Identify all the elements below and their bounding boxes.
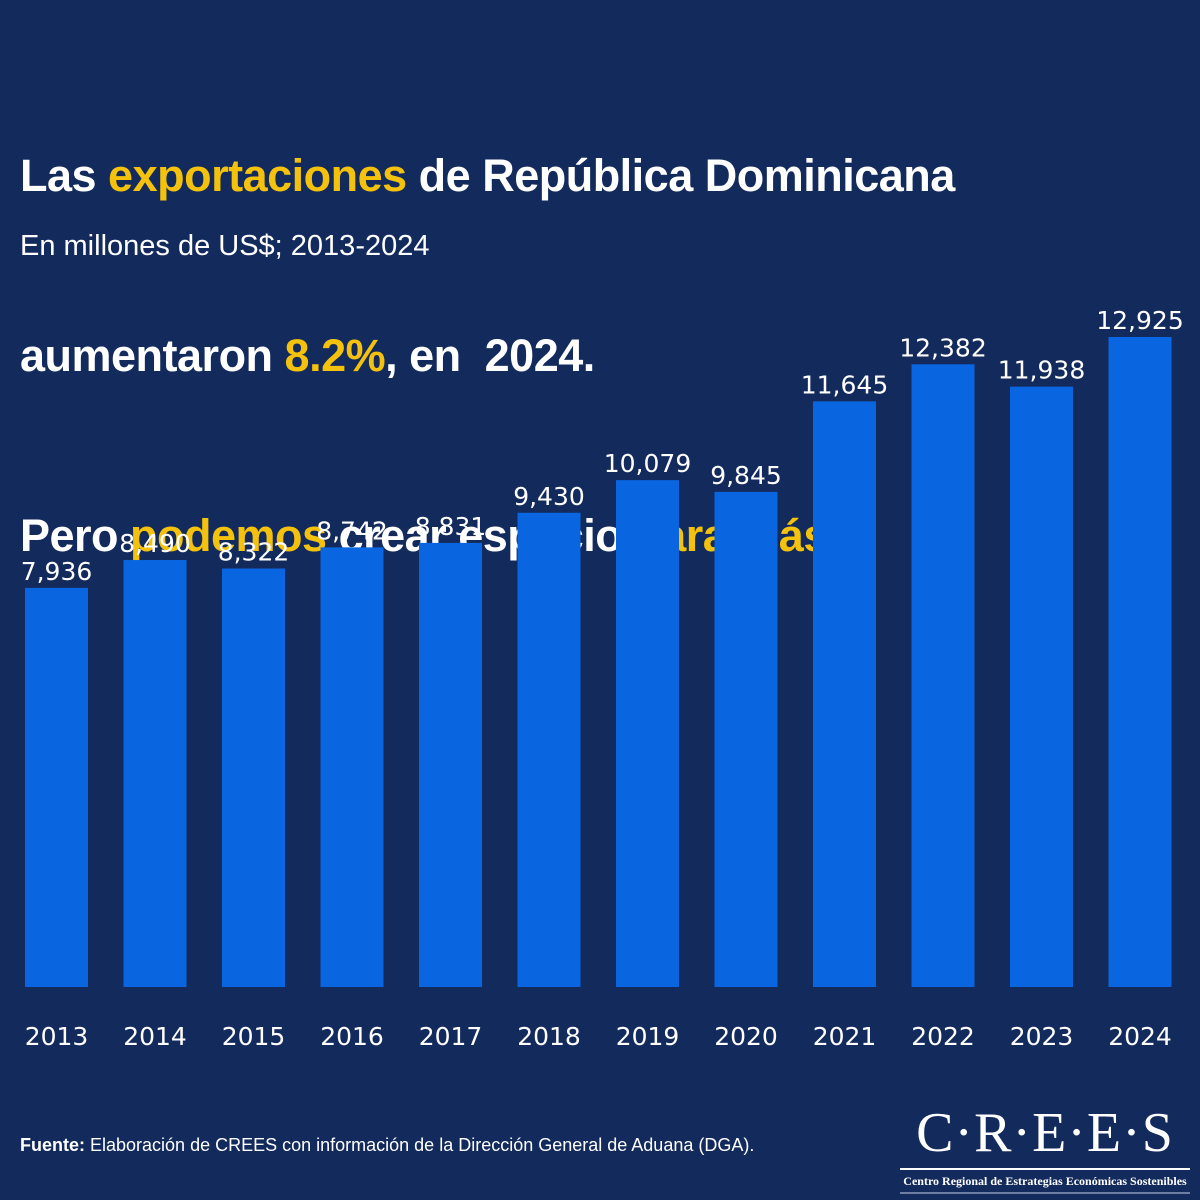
logo-underline [900,1192,1190,1194]
source-label: Fuente: [20,1135,85,1155]
title-line-1: Las exportaciones de República Dominican… [20,146,955,206]
x-tick-label-2022: 2022 [911,1022,975,1051]
value-label-2017: 8,831 [415,512,487,541]
x-tick-label-2015: 2015 [222,1022,286,1051]
value-label-2018: 9,430 [513,482,585,511]
bar-2017 [419,542,482,987]
x-tick-label-2017: 2017 [419,1022,483,1051]
x-tick-label-2019: 2019 [616,1022,680,1051]
bar-2016 [320,547,384,987]
title-highlight: podemos [130,510,327,561]
crees-logo: C·R·E·E·S Centro Regional de Estrategias… [900,1104,1190,1194]
value-label-2015: 8,322 [218,537,290,566]
value-label-2016: 8,742 [316,516,388,545]
bar-2020 [714,491,778,987]
title-highlight: exportaciones [108,150,407,201]
value-label-2023: 11,938 [998,356,1085,385]
x-tick-label-2013: 2013 [25,1022,89,1051]
x-tick-label-2024: 2024 [1108,1022,1172,1051]
x-tick-label-2016: 2016 [320,1022,384,1051]
title-highlight: 8.2% [284,330,386,381]
title-line-2: aumentaron 8.2%, en 2024. [20,326,955,386]
x-tick-label-2021: 2021 [813,1022,877,1051]
bar-2013 [25,587,88,987]
logo-divider [900,1168,1190,1170]
value-labels-group: 7,936 8,490 8,322 8,742 8,831 9,430 10,079 9,84… [21,306,1184,586]
title-text: Pero [20,510,131,561]
bar-2019 [616,480,679,987]
bar-2014 [123,560,187,987]
value-label-2014: 8,490 [119,529,191,558]
x-axis-ticks-group: 2013 2014 2015 2016 2017 2018 2019 2020 2021 2022… [25,1022,1172,1051]
x-tick-label-2023: 2023 [1010,1022,1074,1051]
bar-2023 [1010,386,1073,987]
logo-tagline: Centro Regional de Estrategias Económica… [903,1174,1187,1188]
x-tick-label-2018: 2018 [517,1022,581,1051]
bar-2015 [222,568,285,987]
logo-wordmark: C·R·E·E·S [916,1102,1174,1164]
bar-2024 [1108,337,1172,987]
value-label-2013: 7,936 [21,557,93,586]
x-tick-label-2014: 2014 [123,1022,187,1051]
bar-2018 [517,512,581,987]
bar-2021 [813,401,876,988]
value-label-2021: 11,645 [801,370,888,399]
value-label-2024: 12,925 [1096,306,1183,335]
title-text: de República Dominicana [406,150,956,201]
value-label-2022: 12,382 [899,333,986,362]
title-text: , en 2024. [385,330,595,381]
title-text: aumentaron [20,330,285,381]
chart-subtitle: En millones de US$; 2013-2024 [20,230,430,262]
value-label-2019: 10,079 [604,449,691,478]
bar-2022 [911,364,975,987]
bars-group [25,337,1172,988]
source-note: Fuente: Elaboración de CREES con informa… [20,1133,754,1157]
value-label-2020: 9,845 [710,461,782,490]
source-text: Elaboración de CREES con información de … [85,1135,755,1155]
title-text: Las [20,150,109,201]
x-tick-label-2020: 2020 [714,1022,778,1051]
